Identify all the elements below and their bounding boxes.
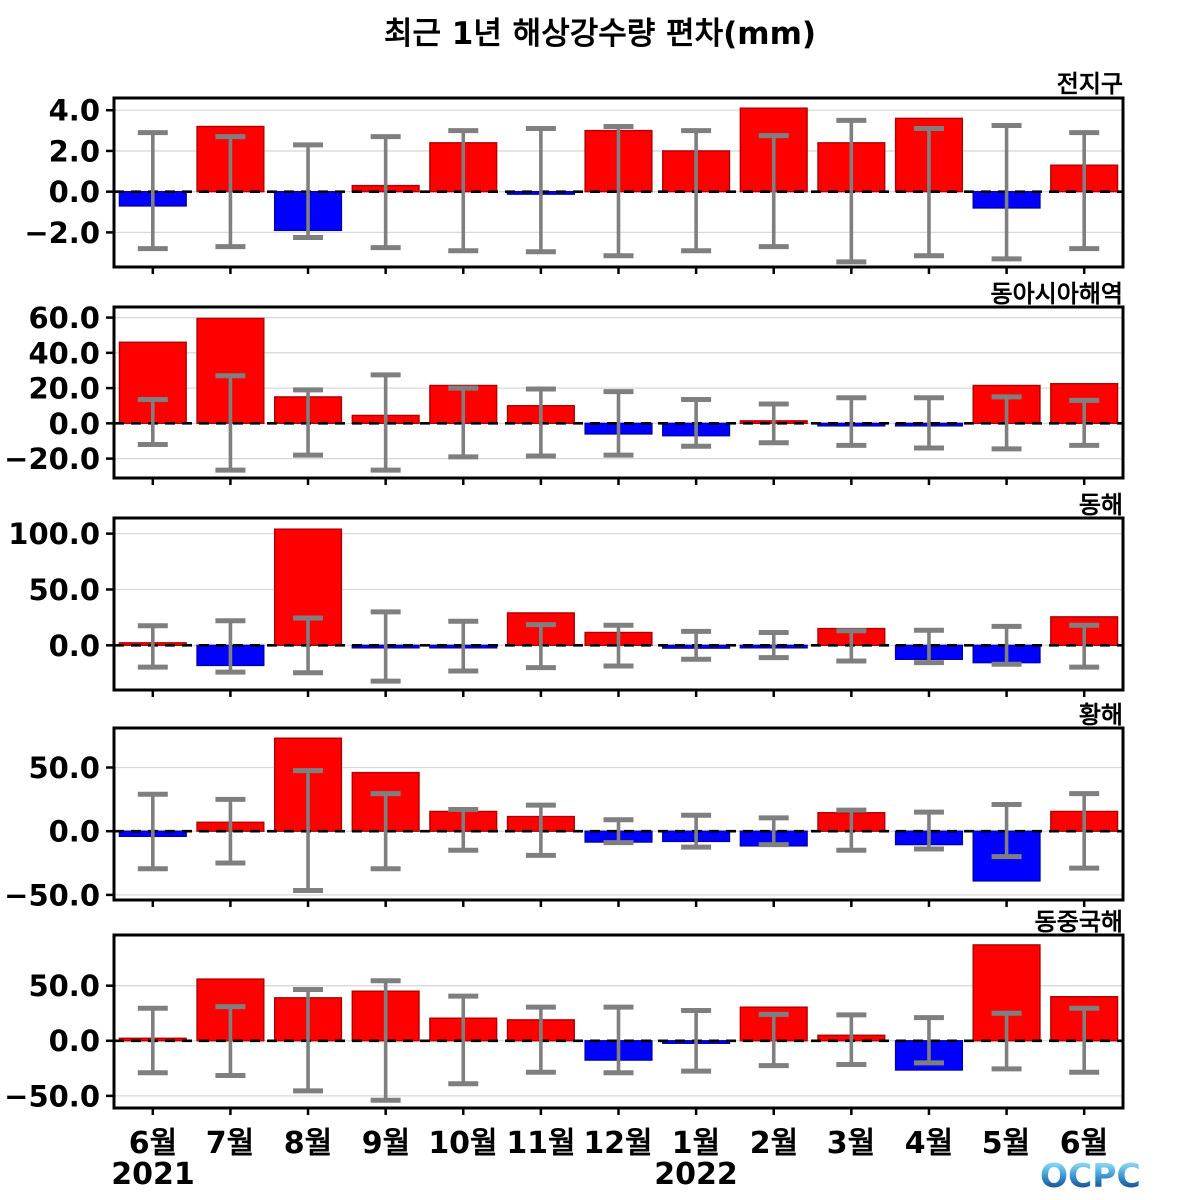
x-tick-label: 5월 xyxy=(981,1126,1031,1161)
x-tick-label: 11월 xyxy=(506,1126,576,1161)
chart-panel-2: 100.0 50.0 0.0 xyxy=(8,516,1125,697)
y-tick-label: 20.0 xyxy=(28,372,100,406)
x-tick-label: 6월 xyxy=(1059,1126,1109,1161)
x-tick-label: 1월 xyxy=(671,1126,721,1161)
y-tick-label: 50.0 xyxy=(28,969,100,1003)
y-tick-label: 4.0 xyxy=(49,94,100,128)
x-tick-label: 8월 xyxy=(283,1126,333,1161)
y-tick-label: 0.0 xyxy=(49,175,100,209)
y-tick-label: −20.0 xyxy=(4,442,100,476)
panel-title-east-sea: 동해 xyxy=(1078,491,1123,519)
x-tick-label: 10월 xyxy=(428,1126,498,1161)
y-tick-label: 100.0 xyxy=(8,517,100,551)
y-tick-label: 50.0 xyxy=(28,751,100,785)
ocpc-logo: OCPC xyxy=(1040,1156,1141,1195)
y-tick-label: 0.0 xyxy=(49,815,100,849)
y-tick-label: 0.0 xyxy=(49,629,100,663)
y-tick-label: −50.0 xyxy=(4,1079,100,1113)
y-tick-label: −2.0 xyxy=(24,216,100,250)
y-tick-label: 0.0 xyxy=(49,1024,100,1058)
plot-border xyxy=(112,726,1125,902)
x-tick-label: 7월 xyxy=(205,1126,255,1161)
panel-title-global: 전지구 xyxy=(1056,70,1123,98)
x-tick-label: 12월 xyxy=(583,1126,653,1161)
x-tick-label: 4월 xyxy=(904,1126,954,1161)
chart-panel-3: 50.0 0.0 −50.0 xyxy=(4,726,1125,912)
panel-title-east-china-sea: 동중국해 xyxy=(1034,908,1123,936)
panel-title-east-asia-seas: 동아시아해역 xyxy=(990,280,1123,308)
y-tick-label: 0.0 xyxy=(49,407,100,441)
y-tick-label: 40.0 xyxy=(28,336,100,370)
chart-panel-0: 4.0 2.0 0.0 −2.0 xyxy=(24,94,1125,274)
chart-title: 최근 1년 해상강수량 편차(mm) xyxy=(383,16,817,52)
panel-title-yellow-sea: 황해 xyxy=(1078,701,1123,729)
y-tick-label: −50.0 xyxy=(4,878,100,912)
x-tick-label: 6월 xyxy=(128,1126,178,1161)
chart-panel-4: 50.0 0.0 −50.0 xyxy=(4,933,1125,1115)
x-year-label-2021: 2021 xyxy=(111,1157,195,1192)
x-year-label-2022: 2022 xyxy=(654,1157,738,1192)
y-tick-label: 50.0 xyxy=(28,573,100,607)
y-tick-label: 2.0 xyxy=(49,134,100,168)
x-tick-label: 9월 xyxy=(361,1126,411,1161)
x-tick-label: 2월 xyxy=(749,1126,799,1161)
x-tick-label: 3월 xyxy=(826,1126,876,1161)
chart-panel-1: 60.040.020.00.0−20.0 xyxy=(4,301,1125,485)
y-tick-label: 60.0 xyxy=(28,301,100,335)
